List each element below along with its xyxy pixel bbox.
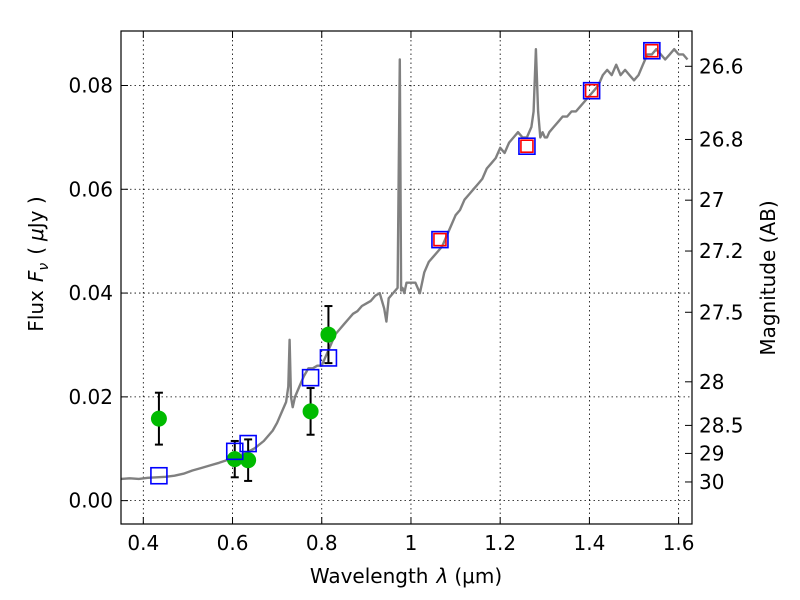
y2-tick-label: 26.8 [699,127,744,151]
y-axis-title-unit-mu: μ [24,228,48,242]
y2-tick-label: 30 [699,470,724,494]
y-tick-label: 0.00 [68,489,113,513]
blue-square-point [518,137,536,156]
y-axis-title: Flux Fν ( μJy ) [24,196,52,331]
y2-tick-label: 27.5 [699,300,744,324]
x-tick-label: 0.4 [127,531,159,555]
x-tick-label: 1.2 [484,531,516,555]
x-axis-title: Wavelength λ (μm) [310,564,502,588]
green-point [150,410,167,427]
y-tick-label: 0.08 [68,73,113,97]
red-square-point [584,83,599,98]
y2-tick-label: 28.5 [699,413,744,437]
y-axis-title-unit-rest: Jy ) [24,196,48,230]
grid [121,31,692,524]
green-point [320,326,337,343]
x-axis-title-unit: (μm) [454,564,502,588]
x-tick-label: 1.4 [573,531,605,555]
blue-square-point [319,349,338,367]
red-square-point [520,139,534,154]
x-axis-title-symbol: λ [436,564,449,588]
x-axis-title-text: Wavelength [310,564,429,588]
blue-square-point [643,41,661,60]
x-tick-label: 1.6 [663,531,695,555]
x-tick-label: 0.6 [217,531,249,555]
y-axis-title-subscript: ν [36,263,52,271]
green-point [302,403,319,420]
blue-square-point [239,434,257,453]
plot-frame [120,30,693,525]
green-point [240,452,257,469]
markers-layer [150,41,661,485]
y-axis-title-symbol: F [24,270,48,282]
blue-square-point [301,368,320,387]
y2-axis-title: Magnitude (AB) [756,200,780,355]
y-axis-title-text: Flux [24,290,48,332]
blue-square-point [582,81,601,100]
y2-tick-label: 29 [699,441,724,465]
y-tick-label: 0.02 [68,385,113,409]
x-tick-label: 0.8 [306,531,338,555]
y2-tick-label: 27.2 [699,239,744,263]
y-axis-title-unit-open: ( [24,247,48,255]
red-square-point [433,232,447,247]
ticks: 0.4 0.6 0.8 1 1.2 1.4 1.6 0.00 0.02 0.04 0.06 0.08 2… [68,31,744,555]
y2-tick-label: 27 [699,188,724,212]
y2-tick-label: 26.6 [699,54,744,78]
y-tick-label: 0.06 [68,177,113,201]
y2-tick-label: 28 [699,370,724,394]
y-tick-label: 0.04 [68,281,113,305]
blue-square-point [431,230,449,249]
blue-square-point [150,466,168,485]
x-tick-label: 1 [405,531,418,555]
red-square-point [645,43,659,58]
